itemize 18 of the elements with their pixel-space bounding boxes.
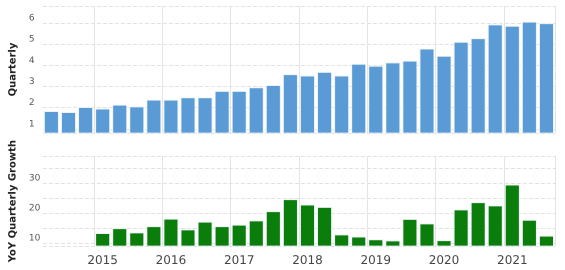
- y-tick-label: 5: [28, 34, 35, 45]
- y-tick-label: 2: [28, 98, 35, 108]
- y-tick-label: 1: [28, 119, 35, 130]
- x-tick-label: 2017: [224, 253, 254, 267]
- x-tick-label: 2019: [360, 253, 392, 267]
- y-tick-label: 20: [28, 204, 41, 214]
- x-tick-label: 2020: [428, 253, 460, 267]
- y-tick-label: 30: [28, 174, 41, 184]
- y-tick-label: 3: [28, 76, 35, 87]
- y-tick-label: 6: [28, 13, 35, 24]
- y-axis-title: Quarterly: [8, 42, 18, 96]
- y-tick-label: 10: [28, 234, 41, 244]
- x-tick-label: 2021: [497, 253, 528, 267]
- x-tick-label: 2015: [87, 253, 118, 267]
- x-tick-label: 2018: [292, 253, 323, 267]
- y-axis-title: YoY Quarterly Growth: [8, 140, 18, 264]
- x-tick-label: 2016: [156, 253, 186, 267]
- y-tick-label: 4: [28, 56, 35, 66]
